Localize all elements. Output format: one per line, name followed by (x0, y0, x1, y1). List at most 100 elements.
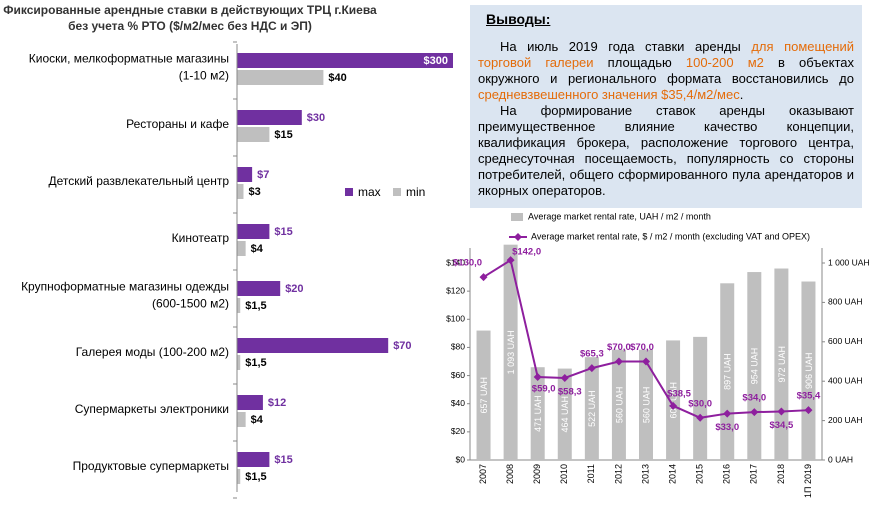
label-line: (600-1500 м2) (152, 297, 229, 311)
value-label: $3 (248, 186, 260, 198)
point-label: $35,4 (797, 391, 821, 402)
x-tick-label: 2014 (667, 464, 677, 484)
point-label: $34,0 (742, 393, 766, 404)
value-label: $20 (285, 283, 303, 295)
point-label: $34,5 (769, 420, 793, 431)
bar (503, 244, 518, 460)
y-tick-label: $140 (446, 257, 465, 267)
point-label: $70,0 (607, 342, 631, 353)
y-tick-label: $80 (451, 342, 465, 352)
bar-area (237, 53, 453, 484)
bar (666, 340, 681, 460)
bar (237, 469, 241, 484)
bar (476, 330, 491, 460)
point (750, 408, 759, 417)
y2-tick-label: 800 UAH (828, 297, 863, 307)
y-tick-label: $120 (446, 285, 465, 295)
point (642, 357, 650, 366)
bar-value-label: 560 UAH (641, 387, 651, 424)
point (614, 357, 623, 366)
point (587, 364, 596, 373)
bar (611, 349, 626, 460)
bar (237, 53, 453, 68)
point (560, 373, 569, 382)
x-tick-label: 2007 (478, 464, 488, 484)
point (506, 256, 515, 265)
label-line: Киоски, мелкоформатные магазины (29, 52, 229, 66)
x-tick-label: 2010 (559, 464, 569, 484)
bar-value-label: 560 UAH (614, 387, 624, 424)
y2-tick-label: 600 UAH (828, 336, 863, 346)
conclusions-heading: Выводы: (486, 11, 551, 27)
legend-label: Average market rental rate, $ / m2 / mon… (531, 231, 810, 241)
category-label: Галерея моды (100-200 м2) (76, 345, 229, 359)
value-label: $1,5 (245, 300, 266, 312)
x-tick-label: 2012 (613, 464, 623, 484)
category-label: Киоски, мелкоформатные магазины (1-10 м2) (29, 52, 229, 83)
y-tick-label: $0 (456, 454, 466, 464)
point (479, 273, 488, 282)
x-tick-label: 2008 (505, 464, 515, 484)
chart-title: без учета % РТО ($/м2/мес без НДС и ЭП) (68, 19, 312, 33)
value-label: $4 (251, 414, 264, 426)
point-label: $142,0 (512, 247, 541, 258)
label-line: Крупноформатные магазины одежды (21, 280, 229, 294)
value-label: $15 (274, 226, 292, 238)
legend-marker (514, 233, 522, 241)
bar (693, 336, 708, 460)
x-tick-label: 2016 (722, 464, 732, 484)
bar-value-label: 607 UAH (668, 382, 678, 419)
value-label: $7 (257, 169, 269, 181)
bar (237, 241, 246, 256)
value-label: $1,5 (245, 471, 266, 483)
x-tick-label: 1П 2019 (803, 464, 813, 498)
bar (639, 349, 653, 460)
label-line: (1-10 м2) (179, 69, 229, 83)
bar (237, 395, 263, 410)
text-segment: На июль 2019 года ставки аренды (500, 39, 752, 54)
category-label: Кинотеатр (172, 231, 230, 245)
bar-value-label: 522 UAH (587, 390, 597, 427)
legend-label: Average market rental rate, UAH / m2 / m… (528, 211, 711, 221)
bar (530, 367, 545, 460)
text-segment: для помещений торговой галереи (478, 39, 855, 70)
category-label: Крупноформатные магазины одежды (600-1500… (21, 280, 229, 311)
y-tick-label: $100 (446, 314, 465, 324)
y-tick-label: $20 (451, 426, 465, 436)
point (777, 407, 786, 416)
bar (237, 452, 270, 467)
category-label: Супермаркеты электроники (75, 402, 229, 416)
point-label: $30,0 (688, 398, 712, 409)
bar (801, 281, 816, 460)
legend-label: min (406, 185, 425, 199)
legend-swatch (393, 188, 401, 196)
value-label: $40 (328, 72, 346, 84)
conclusions-box: Выводы: На июль 2019 года ставки аренды … (470, 5, 862, 208)
text-segment: средневзвешенного значения $35,4/м2/мес (478, 87, 740, 102)
bar (584, 357, 599, 460)
y-tick-label: $40 (451, 398, 465, 408)
value-label: $15 (274, 454, 292, 466)
bar (237, 224, 270, 239)
bar-value-label: 1 093 UAH (506, 330, 516, 374)
bar (237, 110, 302, 125)
value-label: $300 (424, 55, 448, 67)
paragraph: На июль 2019 года ставки аренды для поме… (478, 39, 854, 103)
value-label: $30 (307, 112, 325, 124)
point (804, 406, 813, 415)
bar-value-label: 972 UAH (777, 346, 787, 383)
y2-tick-label: 200 UAH (828, 415, 863, 425)
point-label: $58,3 (558, 386, 582, 397)
point-label: $70,0 (630, 342, 654, 353)
chart-title: Фиксированные арендные ставки в действую… (3, 3, 377, 17)
text-segment: площадью (593, 55, 686, 70)
point-label: $38,5 (667, 388, 691, 399)
text-segment: На формирование ставок аренды оказывают … (478, 103, 854, 198)
value-label: $70 (393, 340, 411, 352)
value-label: $4 (251, 243, 264, 255)
point-label: $130,0 (453, 258, 482, 269)
point-label: $65,3 (580, 349, 604, 360)
x-tick-label: 2013 (640, 464, 650, 484)
value-label: $15 (274, 129, 292, 141)
